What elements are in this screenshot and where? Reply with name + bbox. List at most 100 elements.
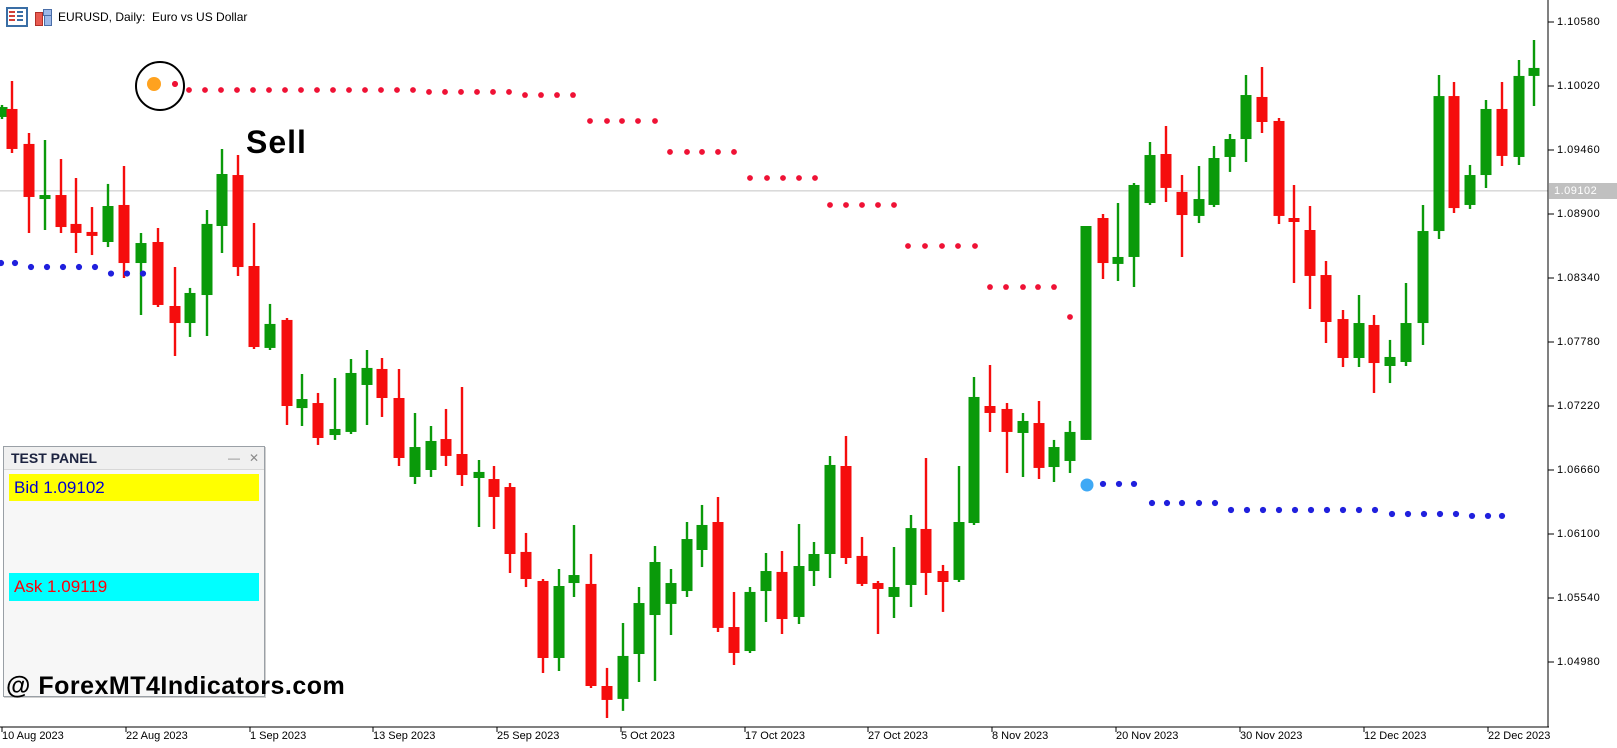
sar-dot-below — [1275, 506, 1283, 514]
candle-body — [232, 175, 244, 268]
sar-dot-above — [715, 149, 721, 155]
sar-dot-above — [731, 149, 737, 155]
candle-body — [537, 580, 549, 658]
candle-body — [601, 686, 613, 700]
date-axis-label: 5 Oct 2023 — [621, 730, 675, 742]
price-axis-label: 1.10020 — [1557, 80, 1601, 92]
candle-body — [118, 204, 130, 264]
date-axis-label: 8 Nov 2023 — [992, 730, 1049, 742]
candle-body — [0, 107, 8, 117]
candle-body — [649, 562, 661, 616]
candle-body — [393, 398, 405, 458]
close-icon[interactable]: ✕ — [248, 451, 259, 465]
candle-body — [568, 575, 580, 584]
candle-body — [361, 367, 373, 385]
sar-dot-above — [987, 284, 993, 290]
test-panel-title: TEST PANEL — [11, 450, 98, 466]
candle-body — [504, 487, 516, 554]
sar-dot-below — [1163, 499, 1171, 507]
candle-body — [169, 306, 181, 324]
price-axis-label: 1.10580 — [1557, 16, 1601, 28]
sar-dot-above — [378, 87, 384, 93]
candle-body — [1448, 96, 1460, 209]
date-axis-label: 10 Aug 2023 — [2, 730, 64, 742]
candle-body — [1480, 108, 1492, 176]
candle-body — [1464, 175, 1476, 205]
chart-titlebar: EURUSD, Daily: Euro vs US Dollar — [6, 6, 247, 28]
sar-dot-below — [139, 270, 147, 277]
sar-dot-above — [843, 202, 849, 208]
sar-dot-below — [1099, 480, 1107, 488]
sar-dot-above — [939, 243, 945, 249]
sar-dot-below — [1115, 480, 1123, 488]
candle-body — [856, 555, 868, 584]
candle-body — [953, 522, 965, 580]
sar-dot-above — [186, 87, 192, 93]
candle-body — [1384, 356, 1396, 366]
candle-body — [520, 551, 532, 580]
candle-body — [888, 587, 900, 597]
candle-body — [1320, 275, 1332, 322]
sell-signal-label: Sell — [246, 124, 307, 160]
candle-body — [135, 243, 147, 264]
sar-dot-above — [554, 92, 560, 98]
sar-dot-above — [538, 92, 544, 98]
candle-body — [1256, 96, 1268, 122]
price-axis-label: 1.04980 — [1557, 656, 1601, 668]
test-panel-window: TEST PANEL — ✕ Bid 1.09102 Ask 1.09119 — [3, 446, 265, 697]
sar-dot-above — [394, 87, 400, 93]
ask-price-button[interactable]: Ask 1.09119 — [9, 573, 259, 601]
sar-dot-below — [1468, 512, 1476, 520]
candle-body — [55, 195, 67, 228]
candle-body — [1112, 256, 1124, 264]
candle-body — [473, 471, 485, 478]
watermark-text: @ ForexMT4Indicators.com — [6, 672, 346, 700]
sar-dot-above — [972, 243, 978, 249]
sar-dot-below — [1148, 499, 1156, 507]
sar-dot-below — [91, 263, 99, 271]
candle-body — [1273, 120, 1285, 216]
sar-dot-above — [812, 175, 818, 181]
sar-dot-below — [1291, 506, 1299, 514]
test-panel-titlebar[interactable]: TEST PANEL — ✕ — [4, 447, 264, 470]
date-axis-label: 20 Nov 2023 — [1116, 730, 1179, 742]
sar-dot-below — [1484, 512, 1492, 520]
candle-body — [86, 231, 98, 236]
sar-dot-above — [764, 175, 770, 181]
candle-body — [23, 143, 35, 197]
candle-body — [1017, 420, 1029, 433]
sar-dot-above — [346, 87, 352, 93]
sar-dot-above — [570, 92, 576, 98]
candle-body — [1144, 155, 1156, 204]
current-price-badge: 1.09102 — [1549, 182, 1617, 199]
candle-body — [696, 524, 708, 550]
candle-body — [456, 454, 468, 476]
candle-body — [1160, 154, 1172, 188]
candle-body — [201, 223, 213, 296]
price-axis-label: 1.07780 — [1557, 336, 1601, 348]
sar-dot-above — [522, 92, 528, 98]
candle-body — [296, 399, 308, 409]
sar-dot-below — [1195, 499, 1203, 507]
candle-body — [1528, 67, 1540, 76]
candle-body — [1513, 75, 1525, 157]
candle-body — [1033, 423, 1045, 468]
sar-dot-above — [298, 87, 304, 93]
bid-price-button[interactable]: Bid 1.09102 — [9, 474, 259, 501]
candle-body — [1400, 323, 1412, 362]
candle-body — [1433, 96, 1445, 232]
sar-dot-above — [604, 118, 610, 124]
candle-body — [1048, 447, 1060, 468]
sar-dot-above — [1035, 284, 1041, 290]
candle-body — [760, 571, 772, 592]
candle-body — [585, 583, 597, 686]
sar-dot-below — [1339, 506, 1347, 514]
sar-dot-above — [426, 89, 432, 95]
minimize-icon[interactable]: — — [227, 451, 240, 465]
date-axis-label: 22 Aug 2023 — [126, 730, 188, 742]
price-axis-label: 1.09460 — [1557, 144, 1601, 156]
sar-dot-above — [780, 175, 786, 181]
candle-body — [425, 440, 437, 470]
